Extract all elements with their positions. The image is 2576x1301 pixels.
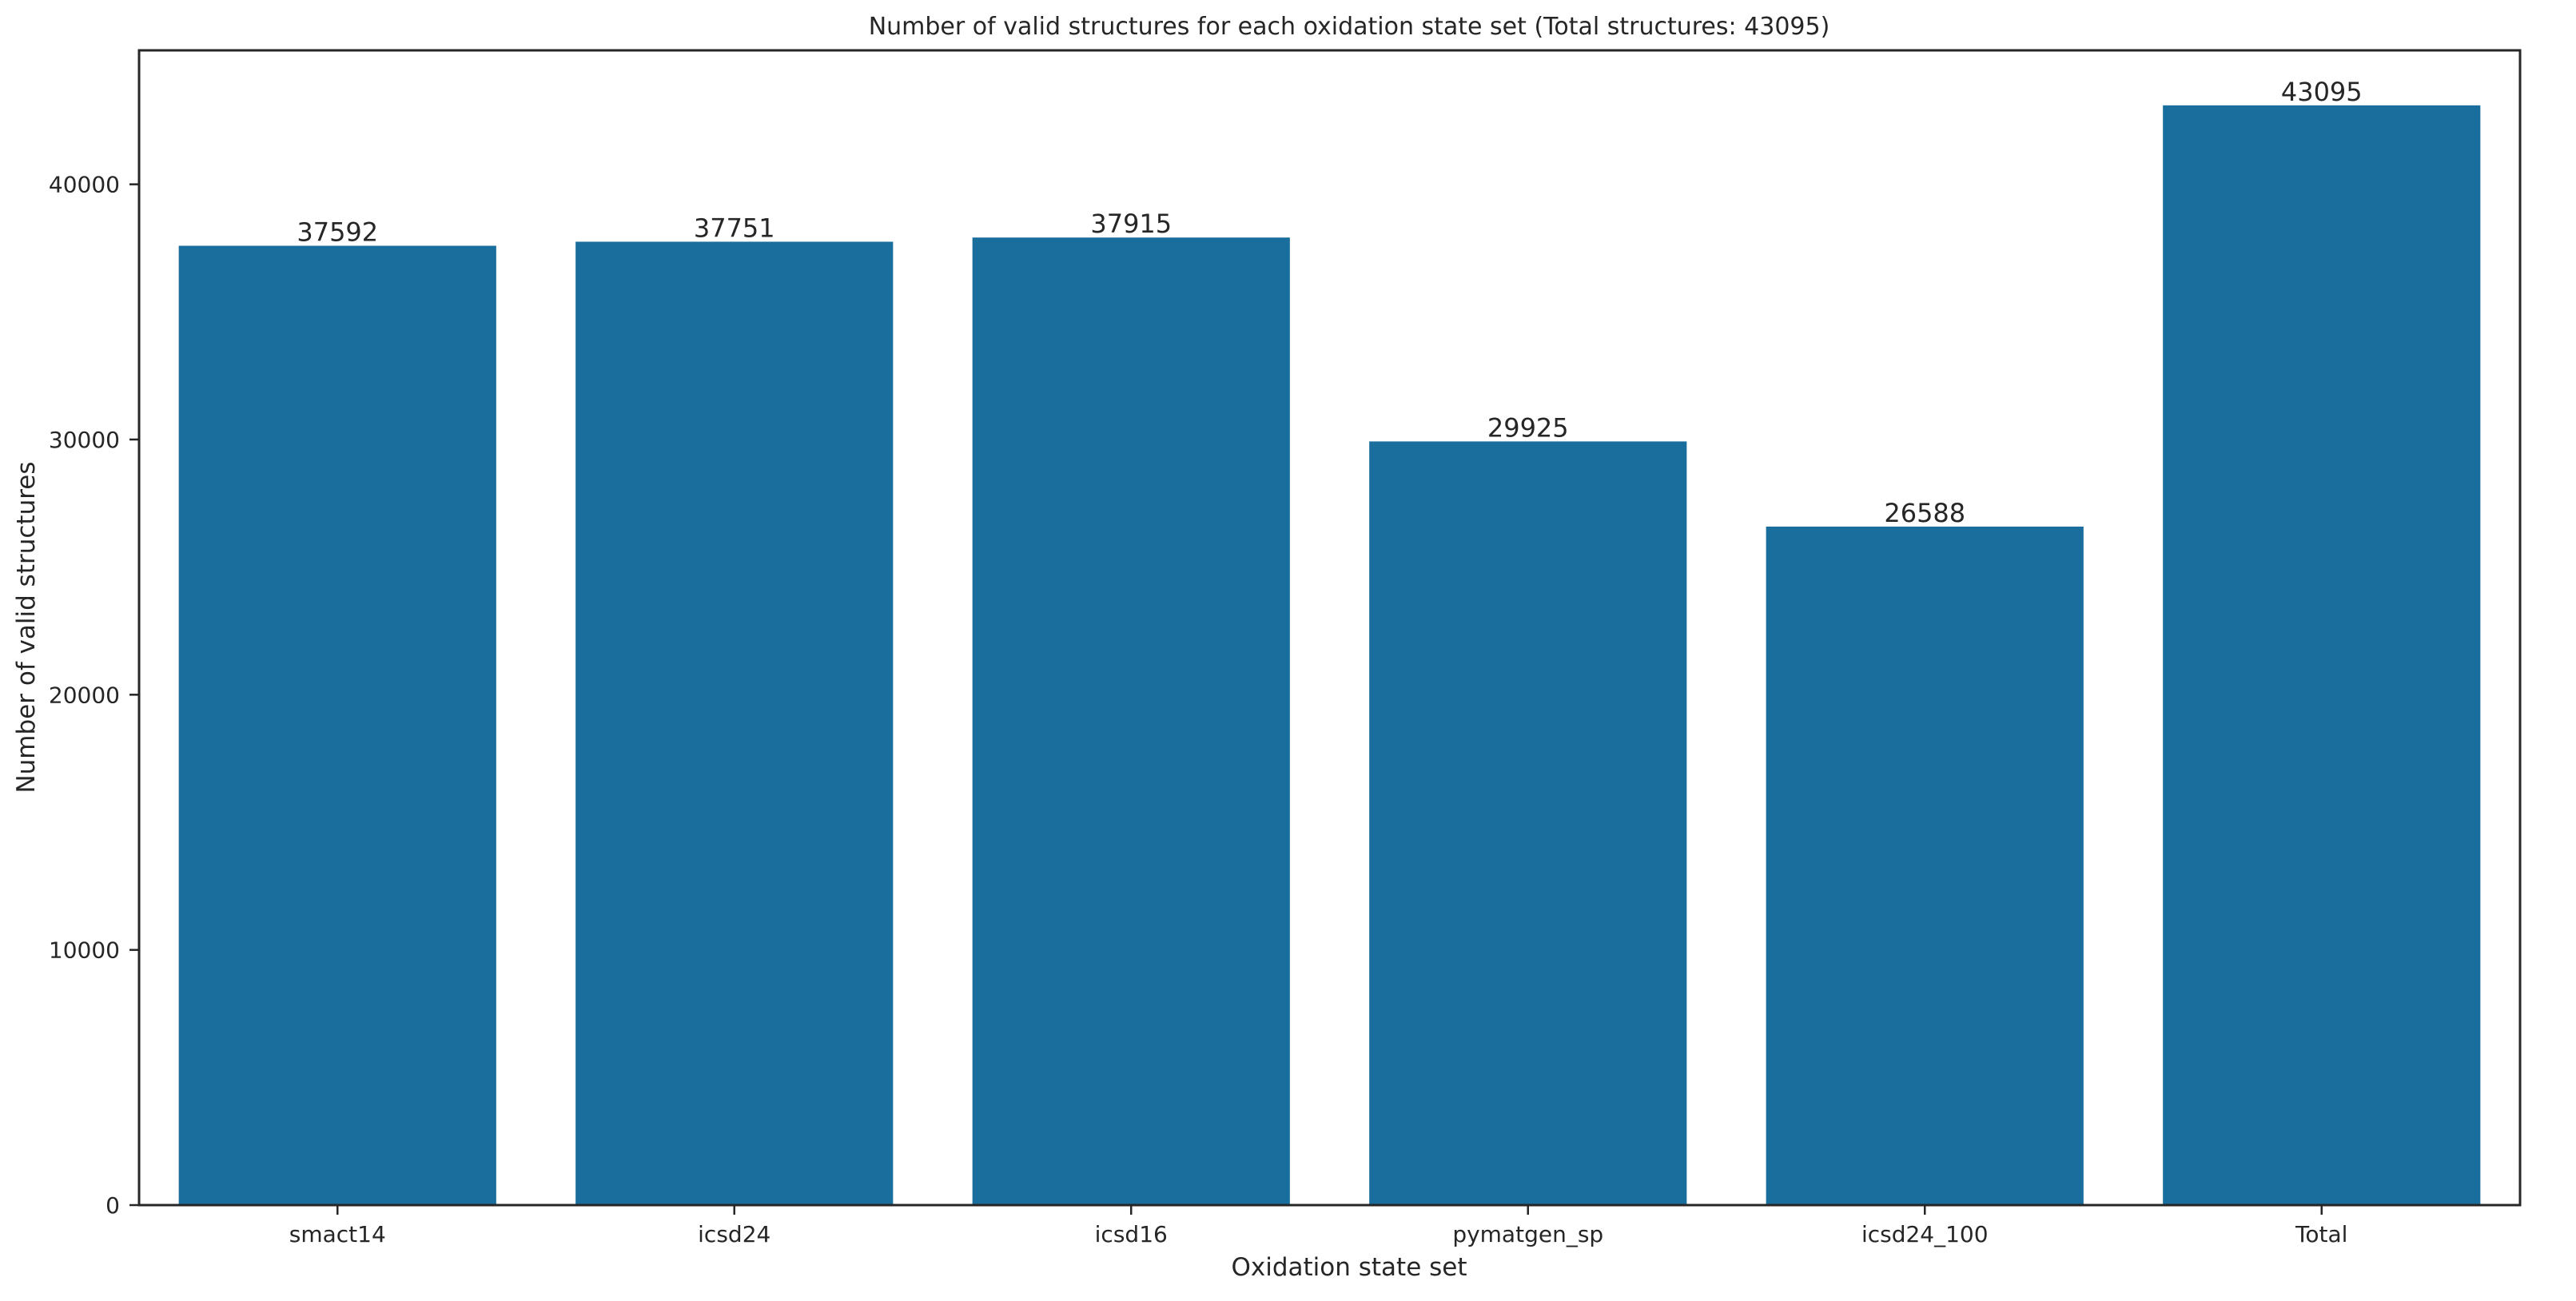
data-label-icsd24_100: 26588 [1884,498,1965,528]
data-label-icsd24: 37751 [694,213,775,243]
x-tick-label-icsd24_100: icsd24_100 [1861,1221,1989,1247]
x-tick-label-pymatgen_sp: pymatgen_sp [1452,1221,1603,1247]
chart-title: Number of valid structures for each oxid… [869,13,1830,41]
bar-Total [2163,105,2481,1205]
y-axis-label: Number of valid structures [12,461,41,793]
data-label-icsd16: 37915 [1090,209,1172,239]
x-tick-label-icsd24: icsd24 [698,1221,770,1247]
bar-icsd16 [972,237,1290,1206]
data-label-pymatgen_sp: 29925 [1487,412,1569,443]
y-tick-label-0: 0 [106,1192,120,1219]
bars-group [178,105,2481,1206]
y-tick-label-10000: 10000 [49,937,120,964]
plot-frame [137,49,2522,1207]
bar-smact14 [178,245,496,1205]
bar-icsd24_100 [1766,526,2084,1205]
data-label-smact14: 37592 [297,217,378,248]
x-axis-label: Oxidation state set [1231,1253,1467,1282]
y-tick-label-20000: 20000 [49,682,120,708]
bar-pymatgen_sp [1369,441,1687,1205]
data-labels-group: 37592 37751 37915 29925 26588 43095 [297,77,2362,528]
x-tick-label-smact14: smact14 [289,1221,386,1247]
y-tick-label-30000: 30000 [49,427,120,453]
x-axis-ticks: smact14 icsd24 icsd16 pymatgen_sp icsd24_100… [289,1205,2347,1247]
x-tick-label-icsd16: icsd16 [1095,1221,1168,1247]
x-tick-label-Total: Total [2295,1221,2347,1247]
bar-icsd24 [575,241,894,1205]
y-tick-label-40000: 40000 [49,172,120,198]
y-axis-ticks: 0 10000 20000 30000 40000 [49,172,139,1219]
data-label-Total: 43095 [2281,77,2363,107]
